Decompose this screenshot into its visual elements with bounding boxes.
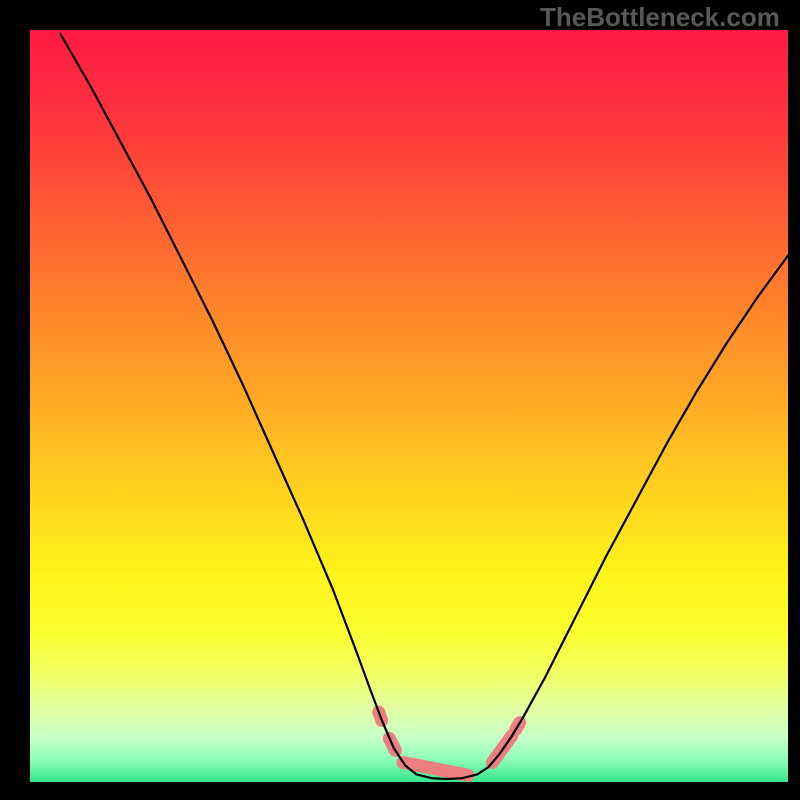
gradient-background (30, 30, 788, 782)
watermark-text: TheBottleneck.com (540, 2, 780, 33)
bottleneck-chart (30, 30, 788, 782)
